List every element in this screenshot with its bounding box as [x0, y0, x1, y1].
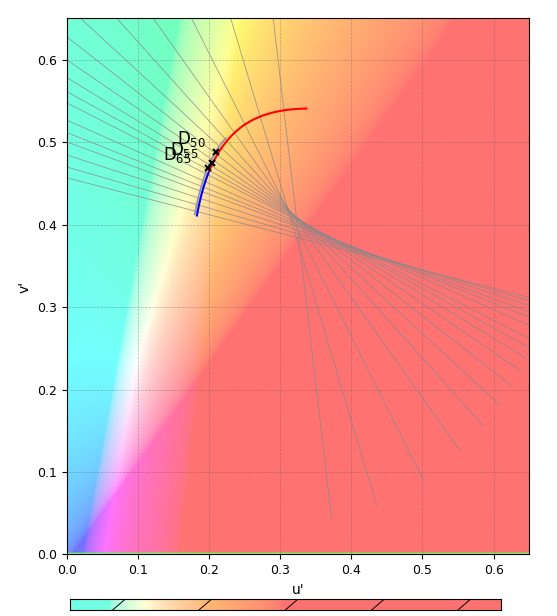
Y-axis label: v': v' — [18, 280, 32, 293]
Text: $\mathregular{D}_{65}$: $\mathregular{D}_{65}$ — [163, 145, 192, 165]
X-axis label: u': u' — [292, 583, 304, 597]
Text: $\mathregular{D}_{50}$: $\mathregular{D}_{50}$ — [177, 129, 206, 148]
Text: $\mathregular{D}_{55}$: $\mathregular{D}_{55}$ — [169, 140, 198, 160]
